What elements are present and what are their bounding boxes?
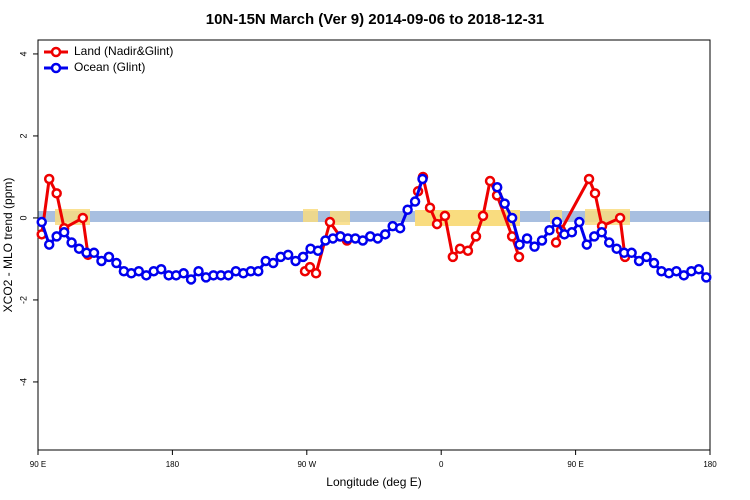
point <box>304 261 316 273</box>
land-patch <box>303 209 318 222</box>
point <box>155 263 167 275</box>
point <box>477 210 489 222</box>
point <box>51 188 62 199</box>
x-tick-label: 180 <box>166 460 180 469</box>
point <box>417 173 428 185</box>
point <box>185 274 197 285</box>
point <box>431 218 443 230</box>
point <box>282 249 294 261</box>
point <box>583 173 595 185</box>
point <box>51 231 62 242</box>
x-axis-label: Longitude (deg E) <box>326 475 421 489</box>
point <box>290 255 301 267</box>
point <box>671 265 682 277</box>
point <box>701 272 712 283</box>
x-tick-label: 180 <box>703 460 717 469</box>
legend-marker <box>50 62 62 74</box>
y-tick-label: 4 <box>18 51 28 56</box>
point <box>73 243 85 254</box>
point <box>447 251 459 263</box>
y-tick-label: -2 <box>18 296 28 304</box>
x-tick-label: 90 W <box>297 460 316 469</box>
point <box>394 222 406 234</box>
point <box>324 216 336 228</box>
point <box>379 229 391 240</box>
point <box>141 270 152 281</box>
x-tick-label: 0 <box>439 460 444 469</box>
point <box>633 255 645 267</box>
point <box>491 181 503 193</box>
point <box>462 245 474 256</box>
point <box>581 239 593 250</box>
point <box>589 231 600 242</box>
point <box>178 268 189 279</box>
point <box>88 247 100 259</box>
point <box>603 237 615 248</box>
plot-frame <box>37 39 711 451</box>
point <box>103 251 115 263</box>
x-tick-label: 90 E <box>567 460 583 469</box>
point <box>470 231 482 242</box>
point <box>223 270 234 281</box>
point <box>550 237 562 248</box>
point <box>529 241 540 252</box>
point <box>484 175 496 187</box>
point <box>641 251 652 263</box>
point <box>506 212 518 224</box>
legend-label: Ocean (Glint) <box>74 60 145 74</box>
point <box>499 198 510 209</box>
point <box>626 247 637 259</box>
point <box>574 216 585 228</box>
point <box>111 257 122 269</box>
point <box>589 188 601 199</box>
ocean-band <box>38 211 710 222</box>
point <box>611 243 622 254</box>
y-tick-label: -4 <box>18 378 28 386</box>
legend-label: Land (Nadir&Glint) <box>74 44 173 58</box>
series-line <box>40 174 90 256</box>
point <box>536 235 548 246</box>
point <box>439 210 451 222</box>
point <box>514 239 525 250</box>
point <box>253 265 264 277</box>
point <box>357 235 369 246</box>
point <box>693 263 705 275</box>
point <box>312 245 324 256</box>
point <box>43 173 55 185</box>
point <box>596 227 607 238</box>
point <box>544 224 555 236</box>
point <box>402 204 413 215</box>
point <box>424 202 436 213</box>
point <box>43 239 55 250</box>
point <box>267 257 279 269</box>
point <box>521 233 533 244</box>
point <box>513 251 525 263</box>
x-tick-label: 90 E <box>30 460 46 469</box>
point <box>648 257 660 269</box>
y-tick-label: 0 <box>18 215 28 220</box>
point <box>58 227 70 238</box>
point <box>297 251 309 263</box>
point <box>66 237 77 248</box>
point <box>133 265 145 277</box>
point <box>36 216 47 228</box>
series <box>36 173 712 285</box>
y-axis-label: XCO2 - MLO trend (ppm) <box>1 178 15 313</box>
point <box>551 216 563 228</box>
point <box>193 265 204 277</box>
point <box>310 268 322 279</box>
y-tick-label: 2 <box>18 133 28 138</box>
point <box>506 231 518 242</box>
point <box>678 270 690 281</box>
legend-marker <box>50 46 62 58</box>
point <box>566 227 578 238</box>
point <box>372 233 383 244</box>
chart-title: 10N-15N March (Ver 9) 2014-09-06 to 2018… <box>206 11 545 28</box>
point <box>614 212 626 224</box>
point <box>77 212 89 224</box>
point <box>409 196 421 207</box>
point <box>96 255 107 267</box>
